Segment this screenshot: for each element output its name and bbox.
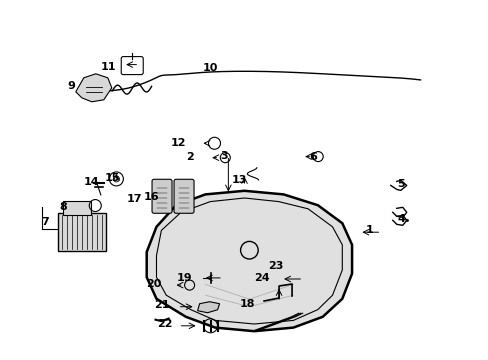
Text: 16: 16 <box>143 192 159 202</box>
Text: 22: 22 <box>157 319 173 329</box>
Text: 2: 2 <box>185 152 193 162</box>
Text: 19: 19 <box>177 273 192 283</box>
Text: 13: 13 <box>231 175 247 185</box>
Text: 1: 1 <box>365 225 373 235</box>
Text: 21: 21 <box>154 300 170 310</box>
Polygon shape <box>76 74 112 102</box>
Text: 6: 6 <box>308 152 316 162</box>
Text: 11: 11 <box>101 62 116 72</box>
Text: 24: 24 <box>253 273 269 283</box>
Text: 10: 10 <box>202 63 218 73</box>
Polygon shape <box>197 302 219 313</box>
Text: 18: 18 <box>239 299 254 309</box>
Text: 9: 9 <box>67 81 75 91</box>
Polygon shape <box>146 191 351 331</box>
FancyBboxPatch shape <box>152 179 172 213</box>
Text: 14: 14 <box>84 177 100 187</box>
FancyBboxPatch shape <box>58 213 105 251</box>
FancyBboxPatch shape <box>174 179 194 213</box>
Text: 8: 8 <box>60 202 67 212</box>
FancyBboxPatch shape <box>62 201 90 215</box>
Text: 5: 5 <box>396 179 404 189</box>
Text: 4: 4 <box>396 214 404 224</box>
Text: 20: 20 <box>146 279 162 289</box>
Text: 7: 7 <box>41 217 49 228</box>
Text: 12: 12 <box>170 138 186 148</box>
Text: 23: 23 <box>268 261 284 271</box>
Text: 3: 3 <box>220 150 227 161</box>
Text: 15: 15 <box>104 173 120 183</box>
Text: 17: 17 <box>126 194 142 204</box>
